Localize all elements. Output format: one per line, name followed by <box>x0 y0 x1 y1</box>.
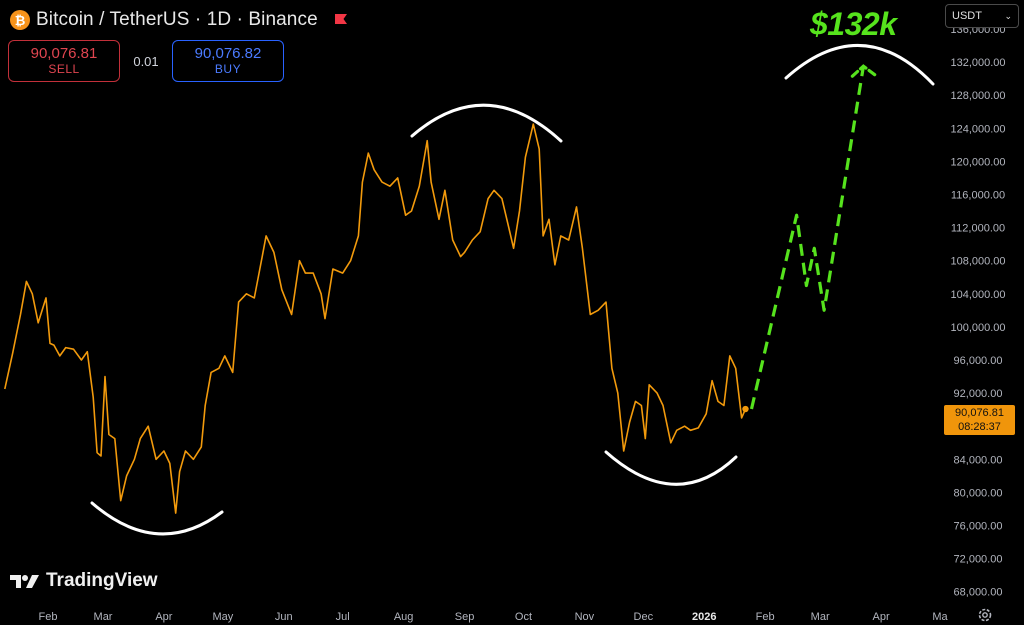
sell-button[interactable]: 90,076.81 SELL <box>8 40 120 82</box>
y-tick-label: 116,000.00 <box>951 189 1005 201</box>
target-price-label: $132k <box>810 6 897 42</box>
sell-label: SELL <box>48 61 80 76</box>
y-tick-label: 120,000.00 <box>950 156 1005 168</box>
x-tick-label: Apr <box>155 611 172 623</box>
projection-line <box>749 65 865 410</box>
x-tick-label: Apr <box>872 611 889 623</box>
y-tick-label: 80,000.00 <box>954 487 1003 499</box>
last-price-tag: 90,076.81 08:28:37 <box>944 405 1015 435</box>
bitcoin-icon: ₿ <box>10 10 30 30</box>
y-tick-label: 76,000.00 <box>954 521 1003 533</box>
arc-annotation <box>410 103 563 143</box>
last-price-dot <box>742 405 749 413</box>
spread-value: 0.01 <box>133 53 159 69</box>
y-tick-label: 100,000.00 <box>950 322 1005 334</box>
x-tick-label: May <box>212 611 233 623</box>
sell-price: 90,076.81 <box>30 45 98 63</box>
x-tick-label: Dec <box>634 611 654 623</box>
y-tick-label: 108,000.00 <box>950 256 1005 268</box>
gear-icon[interactable] <box>977 607 993 623</box>
y-tick-label: 96,000.00 <box>954 355 1003 367</box>
x-tick-label: Jul <box>336 611 350 623</box>
flag-icon[interactable] <box>334 13 348 27</box>
x-tick-label: Sep <box>455 611 475 623</box>
x-tick-label: Aug <box>394 611 414 623</box>
y-tick-label: 92,000.00 <box>954 388 1003 400</box>
x-tick-label: Ma <box>932 611 948 623</box>
y-tick-label: 104,000.00 <box>950 289 1005 301</box>
symbol-title[interactable]: Bitcoin / TetherUS · 1D · Binance <box>36 9 318 30</box>
x-axis[interactable]: Feb Mar Apr May Jun Jul Aug Sep Oct Nov Dec 2026 Feb… <box>39 611 949 623</box>
x-tick-label: Nov <box>575 611 595 623</box>
y-axis[interactable]: 68,000.00 72,000.00 76,000.00 80,000.00 84,0… <box>950 24 1005 599</box>
arc-annotation <box>784 44 935 86</box>
x-tick-label: Mar <box>811 611 830 623</box>
x-tick-label: Feb <box>39 611 58 623</box>
y-tick-label: 112,000.00 <box>951 223 1005 235</box>
symbol-header: ₿ Bitcoin / TetherUS · 1D · Binance <box>10 7 348 33</box>
tradingview-logo[interactable]: TradingView <box>10 570 158 592</box>
y-tick-label: 124,000.00 <box>950 123 1005 135</box>
currency-value: USDT <box>952 10 982 22</box>
y-tick-label: 72,000.00 <box>954 554 1003 566</box>
buy-price: 90,076.82 <box>194 45 262 63</box>
arc-annotation <box>90 501 224 536</box>
price-series-line <box>4 123 747 514</box>
y-tick-label: 84,000.00 <box>954 454 1003 466</box>
arc-annotation <box>604 450 738 486</box>
x-tick-label: Jun <box>275 611 293 623</box>
buy-button[interactable]: 90,076.82 BUY <box>172 40 284 82</box>
currency-select[interactable]: USDT ⌄ <box>945 4 1019 28</box>
last-price-value: 90,076.81 <box>955 407 1004 419</box>
tradingview-logo-icon <box>10 575 39 588</box>
y-tick-label: 68,000.00 <box>954 587 1003 599</box>
x-tick-label: Feb <box>756 611 775 623</box>
y-tick-label: 132,000.00 <box>950 57 1005 69</box>
brand-name: TradingView <box>46 570 158 591</box>
projection-arrowhead <box>850 64 877 78</box>
y-tick-label: 128,000.00 <box>950 90 1005 102</box>
bar-countdown: 08:28:37 <box>958 421 1001 433</box>
buy-label: BUY <box>214 61 242 76</box>
x-tick-label: Mar <box>94 611 113 623</box>
pattern-arcs <box>90 44 935 536</box>
trade-panel: 90,076.81 SELL 0.01 90,076.82 BUY <box>8 40 284 82</box>
x-tick-label: Oct <box>515 611 532 623</box>
chevron-down-icon: ⌄ <box>1004 10 1012 21</box>
x-tick-label: 2026 <box>692 611 716 623</box>
